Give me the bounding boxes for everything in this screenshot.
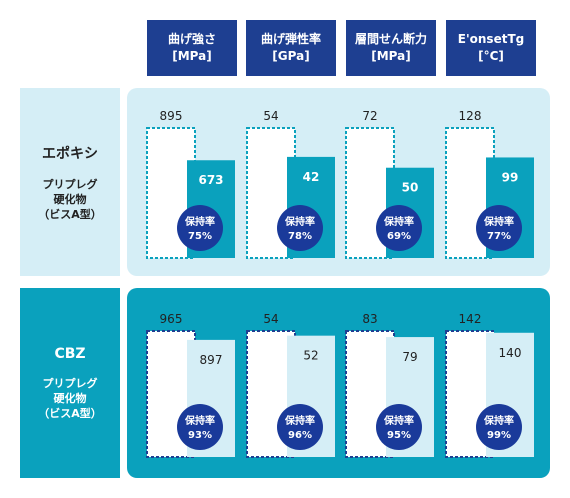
column-header-unit: [MPa]	[371, 49, 411, 63]
retention-label: 保持率	[383, 414, 414, 427]
column-header-interlaminar-shear: 層間せん断力 [MPa]	[346, 20, 436, 76]
value-label-after: 52	[303, 349, 318, 363]
retention-badge	[376, 205, 422, 251]
retention-label: 保持率	[184, 414, 215, 427]
retention-badge	[476, 404, 522, 450]
retention-value: 93%	[188, 430, 212, 441]
row-sub-line-2: 硬化物	[53, 391, 87, 405]
value-label-before: 54	[263, 109, 278, 123]
retention-badge	[177, 205, 223, 251]
retention-value: 75%	[188, 231, 212, 242]
retention-value: 69%	[387, 231, 411, 242]
retention-badge	[376, 404, 422, 450]
retention-label: 保持率	[483, 215, 514, 228]
retention-badge	[277, 404, 323, 450]
column-header-unit: [°C]	[478, 49, 504, 63]
value-label-after: 140	[499, 346, 522, 360]
column-header-unit: [MPa]	[172, 49, 212, 63]
row-name: CBZ	[54, 345, 86, 362]
column-header-title: E'onsetTg	[457, 32, 525, 46]
row-name: エポキシ	[42, 145, 98, 162]
value-label-after: 99	[502, 170, 519, 184]
retention-badge	[177, 404, 223, 450]
retention-label: 保持率	[483, 414, 514, 427]
retention-value: 95%	[387, 430, 411, 441]
column-header-flexural-strength: 曲げ強さ [MPa]	[147, 20, 237, 76]
column-header-title: 曲げ強さ	[167, 32, 216, 46]
row-sub-line-3: （ビスA型）	[38, 406, 102, 420]
retention-label: 保持率	[284, 414, 315, 427]
retention-value: 78%	[288, 231, 312, 242]
row-sub-line-3: （ビスA型）	[38, 207, 102, 221]
value-label-before: 54	[263, 312, 278, 326]
value-label-before: 72	[362, 109, 377, 123]
column-header-flexural-modulus: 曲げ弾性率 [GPa]	[246, 20, 336, 76]
value-label-before: 128	[459, 109, 482, 123]
column-header-title: 層間せん断力	[354, 32, 427, 46]
column-header-title: 曲げ弾性率	[260, 32, 321, 46]
column-header-onset-tg: E'onsetTg [°C]	[446, 20, 536, 76]
value-label-after: 79	[402, 350, 417, 364]
value-label-before: 895	[160, 109, 183, 123]
row-label-epoxy: エポキシ プリプレグ 硬化物 （ビスA型）	[20, 88, 120, 276]
value-label-after: 897	[200, 353, 223, 367]
retention-label: 保持率	[383, 215, 414, 228]
retention-value: 77%	[487, 231, 511, 242]
row-sub-line-1: プリプレグ	[42, 177, 98, 191]
value-label-after: 50	[402, 181, 419, 195]
row-label-cbz: CBZ プリプレグ 硬化物 （ビスA型）	[20, 288, 120, 478]
retention-label: 保持率	[184, 215, 215, 228]
row-sub-line-1: プリプレグ	[42, 376, 98, 390]
value-label-before: 83	[362, 312, 377, 326]
retention-value: 96%	[288, 430, 312, 441]
row-sub-line-2: 硬化物	[53, 192, 87, 206]
value-label-after: 673	[198, 173, 223, 187]
retention-value: 99%	[487, 430, 511, 441]
retention-badge	[476, 205, 522, 251]
value-label-before: 965	[160, 312, 183, 326]
column-header-unit: [GPa]	[272, 49, 310, 63]
value-label-after: 42	[303, 170, 320, 184]
retention-label: 保持率	[284, 215, 315, 228]
retention-badge	[277, 205, 323, 251]
value-label-before: 142	[459, 312, 482, 326]
